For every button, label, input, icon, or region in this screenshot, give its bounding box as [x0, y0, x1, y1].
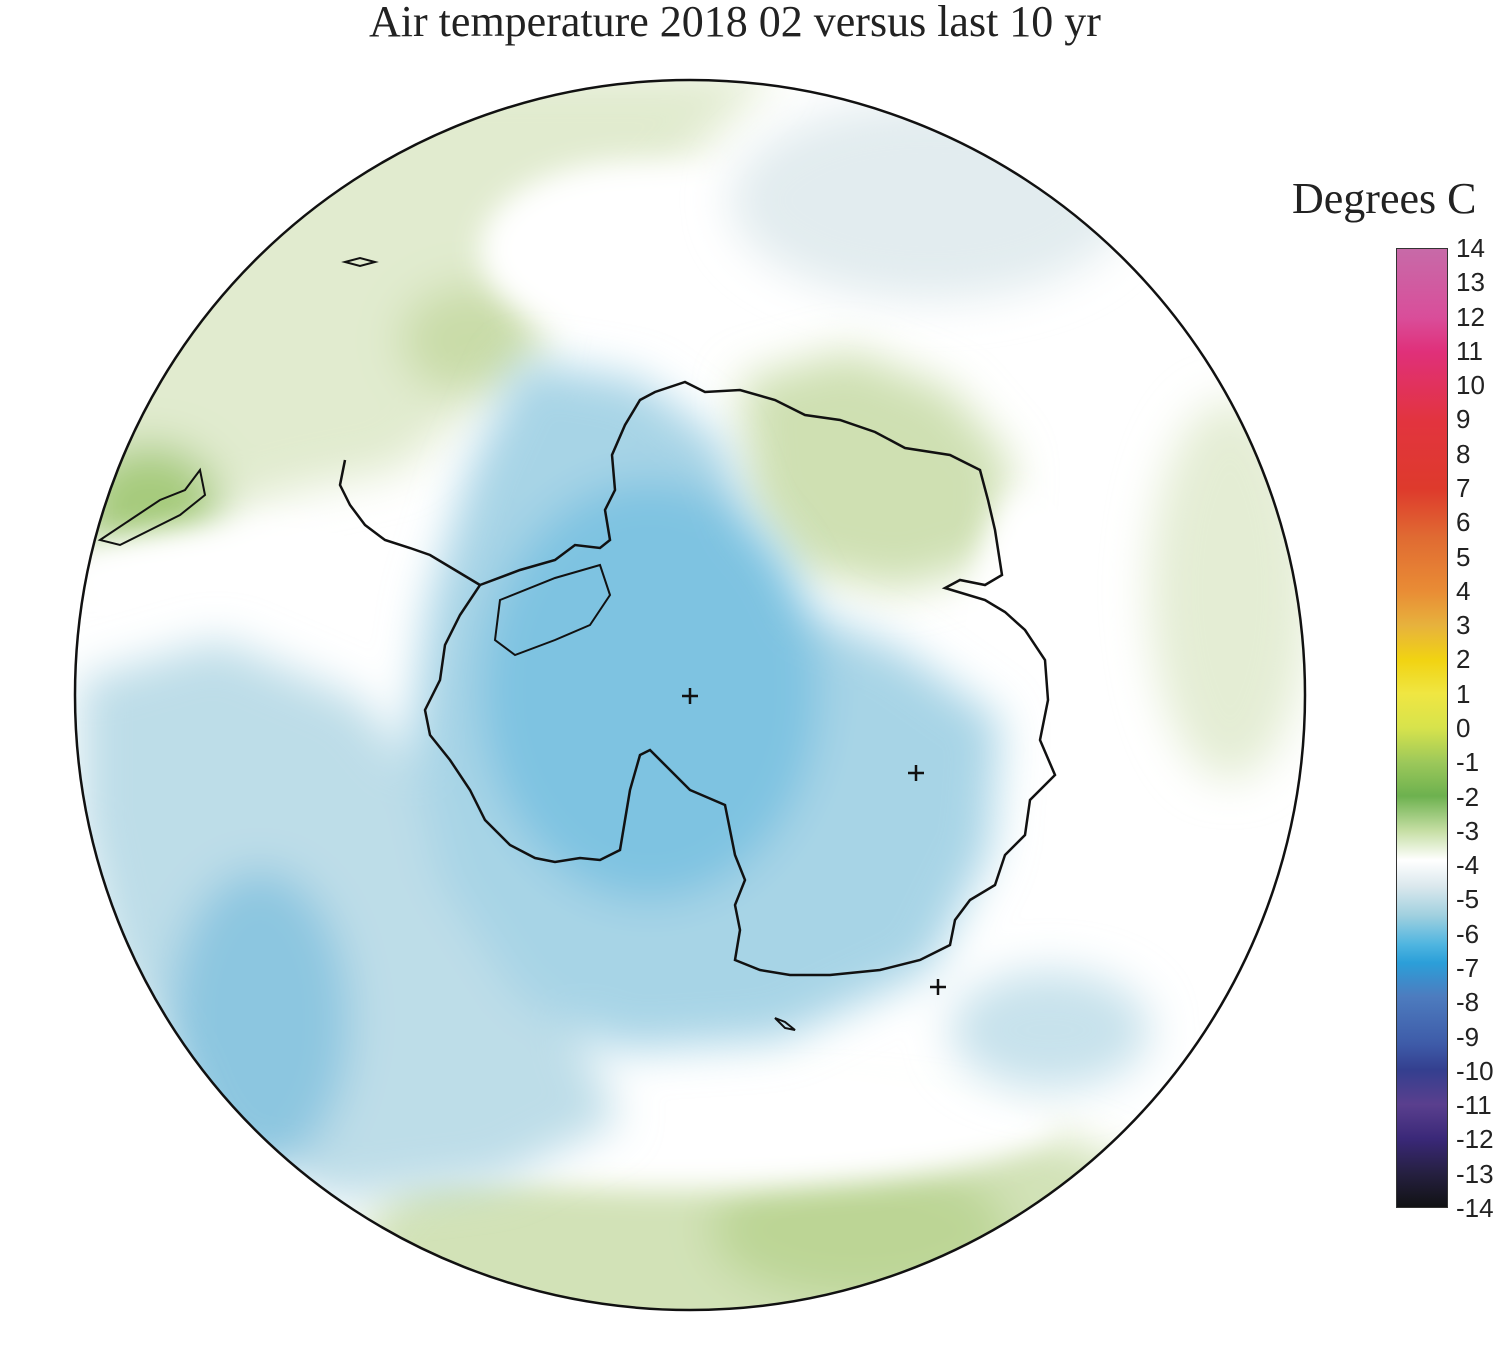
colorbar-tick-label: 9	[1456, 404, 1471, 435]
colorbar-tick-label: 13	[1456, 267, 1485, 298]
colorbar-tick-label: -8	[1456, 987, 1480, 1018]
colorbar-tick-label: 10	[1456, 370, 1485, 401]
colorbar-tick-label: 0	[1456, 713, 1471, 743]
colorbar	[1396, 248, 1448, 1208]
colorbar-tick-label: 2	[1456, 644, 1471, 675]
colorbar-tick-label: -1	[1456, 747, 1480, 778]
island-outline	[774, 1017, 796, 1031]
station-markers	[682, 688, 946, 995]
colorbar-tick-label: 6	[1456, 507, 1471, 538]
colorbar-tick-label: 1	[1456, 678, 1471, 709]
cool-anomaly-regions	[80, 100, 1150, 1200]
neutral-region-west	[75, 525, 420, 635]
colorbar-tick-label: 3	[1456, 610, 1471, 641]
colorbar-tick-label: -13	[1456, 1158, 1494, 1189]
station-marker-coast	[930, 979, 946, 995]
cool-region-southeast	[950, 970, 1150, 1090]
cool-region-core	[480, 480, 820, 900]
antarctica-coastline	[423, 380, 1057, 977]
station-marker-east	[908, 765, 924, 781]
colorbar-tick-label: 14	[1456, 233, 1485, 263]
colorbar-tick-label: -5	[1456, 884, 1480, 915]
colorbar-tick-label: -2	[1456, 781, 1480, 812]
colorbar-tick-label: -11	[1456, 1090, 1492, 1121]
colorbar-tick-label: 12	[1456, 301, 1485, 332]
colorbar-tick-label: -6	[1456, 918, 1480, 949]
neutral-region-north	[480, 160, 800, 340]
colorbar-tick-label: 8	[1456, 438, 1471, 469]
colorbar-tick-label: -3	[1456, 815, 1480, 846]
colorbar-tick-label: -14	[1456, 1193, 1494, 1223]
warm-region-indian	[1150, 400, 1305, 780]
station-marker-pole	[682, 688, 698, 704]
ross-ice-shelf-outline	[493, 563, 612, 657]
colorbar-tick-label: -4	[1456, 850, 1480, 881]
warm-region-drake	[400, 285, 540, 395]
cool-region-southwest-core	[170, 870, 350, 1170]
colorbar-tick-label: 11	[1456, 335, 1483, 366]
colorbar-tick-label: 4	[1456, 575, 1471, 606]
colorbar-title: Degrees C	[1292, 174, 1477, 223]
island-outline	[341, 256, 379, 268]
colorbar-tick-label: 5	[1456, 541, 1471, 572]
antarctic-peninsula-coastline	[338, 459, 481, 587]
colorbar-tick-label: -7	[1456, 953, 1480, 983]
map-title: Air temperature 2018 02 versus last 10 y…	[369, 0, 1101, 46]
warm-region-dronning-maud	[740, 350, 1010, 590]
colorbar-tick-label: -10	[1456, 1055, 1494, 1086]
colorbar-tick-label: -9	[1456, 1021, 1480, 1052]
neutral-region-east	[960, 490, 1100, 930]
south-america-coastline	[97, 467, 207, 547]
colorbar-tick-label: 7	[1456, 473, 1471, 503]
map-boundary-circle	[73, 78, 1307, 1312]
colorbar-tick-label: -12	[1456, 1124, 1494, 1155]
